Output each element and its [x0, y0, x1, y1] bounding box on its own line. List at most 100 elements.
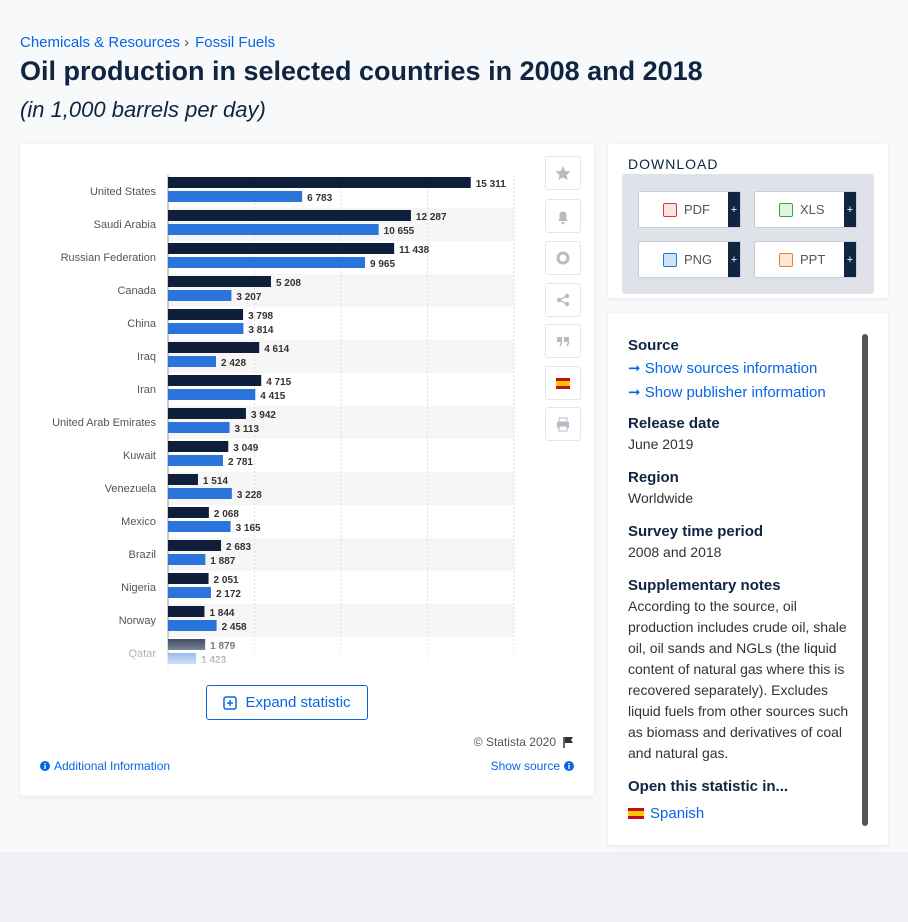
category-label: Canada — [117, 285, 156, 297]
value-label: 9 965 — [370, 259, 395, 270]
scrollbar — [862, 334, 868, 826]
details-card: Source ➞ Show sources information ➞ Show… — [608, 313, 888, 845]
format-label: PNG — [684, 252, 713, 267]
breadcrumb-link[interactable]: Chemicals & Resources — [20, 34, 181, 51]
value-label: 3 798 — [248, 311, 273, 322]
settings-button[interactable] — [545, 241, 581, 275]
language-text: Spanish — [650, 805, 705, 822]
value-label: 5 208 — [276, 278, 301, 289]
value-label: 2 428 — [221, 358, 246, 369]
category-label: United States — [90, 186, 157, 198]
bar — [168, 422, 230, 433]
source-link[interactable]: ➞ Show sources information — [628, 360, 818, 377]
value-label: 1 844 — [209, 608, 234, 619]
expand-label: Expand statistic — [245, 694, 351, 711]
category-label: Saudi Arabia — [94, 219, 157, 231]
show-source-link[interactable]: Show source — [491, 759, 574, 773]
bar — [168, 474, 198, 485]
value-label: 4 415 — [260, 391, 285, 402]
source-link-text: Show sources information — [644, 360, 818, 377]
section-text: 2008 and 2018 — [628, 544, 722, 560]
value-label: 2 172 — [216, 589, 241, 600]
download-ppt[interactable]: PPT + — [754, 241, 857, 278]
value-label: 3 942 — [251, 410, 276, 421]
bar — [168, 441, 229, 452]
bar — [168, 455, 223, 466]
bar — [168, 587, 211, 598]
category-label: Russian Federation — [61, 252, 156, 264]
favorite-button[interactable] — [545, 156, 581, 190]
bar — [168, 276, 271, 287]
open-heading: Open this statistic in... — [628, 778, 789, 795]
bar — [168, 507, 209, 518]
page-title: Oil production in selected countries in … — [20, 56, 703, 86]
alert-button[interactable] — [545, 199, 581, 233]
bar — [168, 257, 366, 268]
value-label: 3 113 — [235, 424, 260, 435]
section-text: Worldwide — [628, 490, 694, 506]
category-label: Iraq — [137, 351, 156, 363]
value-label: 2 458 — [222, 622, 247, 633]
value-label: 3 165 — [236, 523, 261, 534]
share-button[interactable] — [545, 283, 581, 317]
value-label: 3 207 — [236, 292, 261, 303]
language-link[interactable]: Spanish — [628, 803, 850, 824]
category-label: United Arab Emirates — [52, 417, 156, 429]
bar — [168, 375, 262, 386]
bar — [168, 191, 303, 202]
value-label: 1 514 — [203, 476, 228, 487]
value-label: 4 715 — [266, 377, 291, 388]
cite-button[interactable] — [545, 324, 581, 358]
section-heading: Region — [628, 469, 679, 486]
bar — [168, 309, 244, 320]
bar — [168, 521, 231, 532]
download-box: PDF + XLS + PNG + PPT + — [622, 174, 874, 294]
value-label: 3 049 — [233, 443, 258, 454]
bar — [168, 606, 205, 617]
bar — [168, 540, 222, 551]
download-png[interactable]: PNG + — [638, 241, 741, 278]
print-button[interactable] — [545, 407, 581, 441]
breadcrumb: Chemicals & Resources › Fossil Fuels — [20, 34, 276, 51]
publisher-link-text: Show publisher information — [644, 384, 826, 401]
additional-info-text: Additional Information — [54, 759, 171, 773]
bar — [168, 554, 206, 565]
language-button[interactable] — [545, 366, 581, 400]
bar — [168, 408, 246, 419]
category-label: Iran — [137, 384, 156, 396]
value-label: 4 614 — [264, 344, 289, 355]
bar — [168, 323, 244, 334]
show-source-text: Show source — [490, 759, 560, 773]
value-label: 3 228 — [237, 490, 262, 501]
value-label: 15 311 — [476, 179, 506, 190]
page-subtitle: (in 1,000 barrels per day) — [20, 97, 266, 122]
bar — [168, 389, 256, 400]
value-label: 11 438 — [399, 245, 429, 256]
category-label: Kuwait — [123, 450, 156, 462]
fade-overlay — [20, 630, 540, 672]
expand-button[interactable]: Expand statistic — [206, 685, 368, 720]
breadcrumb-link[interactable]: Fossil Fuels — [195, 34, 276, 51]
download-xls[interactable]: XLS + — [754, 191, 857, 228]
section-heading: Release date — [628, 415, 720, 432]
value-label: 2 051 — [214, 575, 239, 586]
value-label: 2 068 — [214, 509, 239, 520]
additional-info-link[interactable]: Additional Information — [40, 759, 170, 773]
chart: United States 15 311 6 783 Saudi Arabia 12 2… — [20, 175, 540, 672]
value-label: 12 287 — [416, 212, 447, 223]
category-label: Nigeria — [121, 582, 157, 594]
bar — [168, 177, 471, 188]
bar — [168, 290, 232, 301]
chart-card: United States 15 311 6 783 Saudi Arabia 12 2… — [20, 144, 594, 796]
bar — [168, 620, 217, 631]
publisher-link[interactable]: ➞ Show publisher information — [628, 384, 826, 401]
download-pdf[interactable]: PDF + — [638, 191, 741, 228]
bar — [168, 210, 411, 221]
download-card: DOWNLOAD PDF + XLS + PNG + PPT + — [608, 144, 888, 298]
category-label: Venezuela — [105, 483, 157, 495]
value-label: 2 781 — [228, 457, 253, 468]
section-heading: Supplementary notes — [628, 577, 781, 594]
bar — [168, 488, 232, 499]
copyright: © Statista 2020 — [474, 735, 574, 749]
value-label: 6 783 — [307, 193, 332, 204]
